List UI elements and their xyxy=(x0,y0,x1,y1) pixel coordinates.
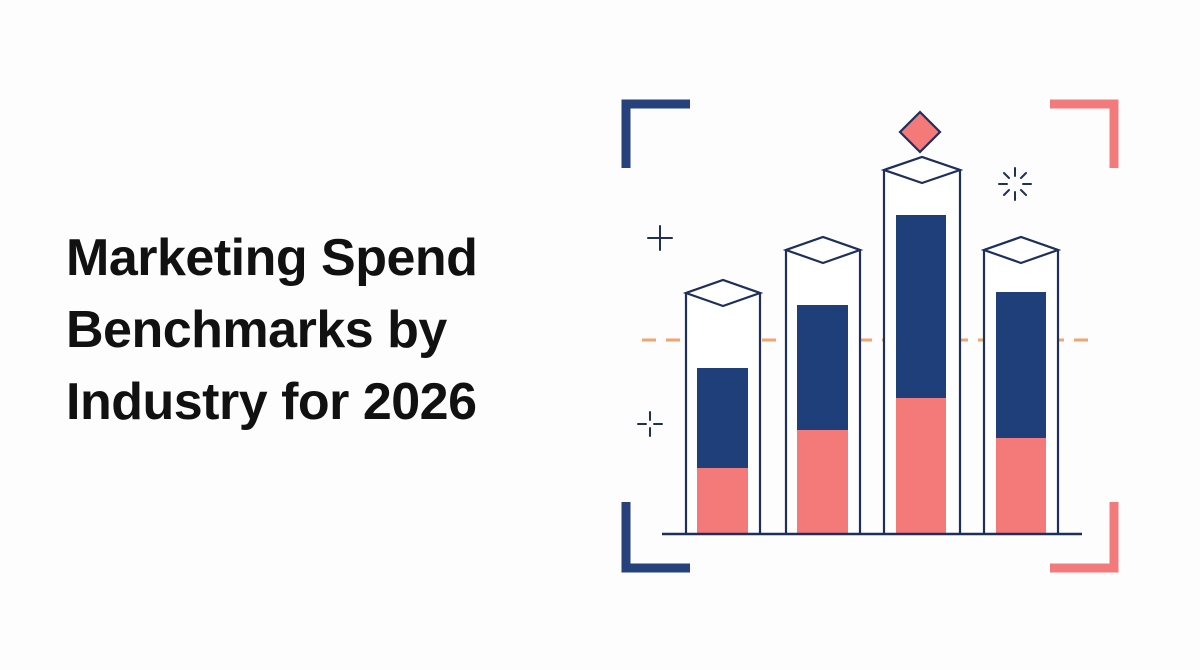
sparkle xyxy=(637,411,663,437)
bar-segment xyxy=(697,468,748,533)
title-line: Benchmarks by xyxy=(66,301,447,359)
title: Marketing Spend Benchmarks by Industry f… xyxy=(66,222,478,438)
corner xyxy=(1050,502,1119,573)
corner xyxy=(1050,99,1119,168)
pillar-cap xyxy=(682,278,764,308)
diamond xyxy=(898,110,942,154)
bar-segment xyxy=(896,398,946,533)
corner xyxy=(621,502,690,573)
pillar-cap xyxy=(880,155,964,185)
pillar-cap xyxy=(782,235,864,265)
sparkle xyxy=(647,225,673,251)
title-line: Industry for 2026 xyxy=(66,373,477,431)
title-line: Marketing Spend xyxy=(66,229,478,287)
pillar-cap xyxy=(980,235,1062,265)
sparkle xyxy=(998,167,1032,201)
bar-segment xyxy=(797,430,848,533)
bar-segment xyxy=(996,438,1046,533)
corner xyxy=(621,99,690,168)
